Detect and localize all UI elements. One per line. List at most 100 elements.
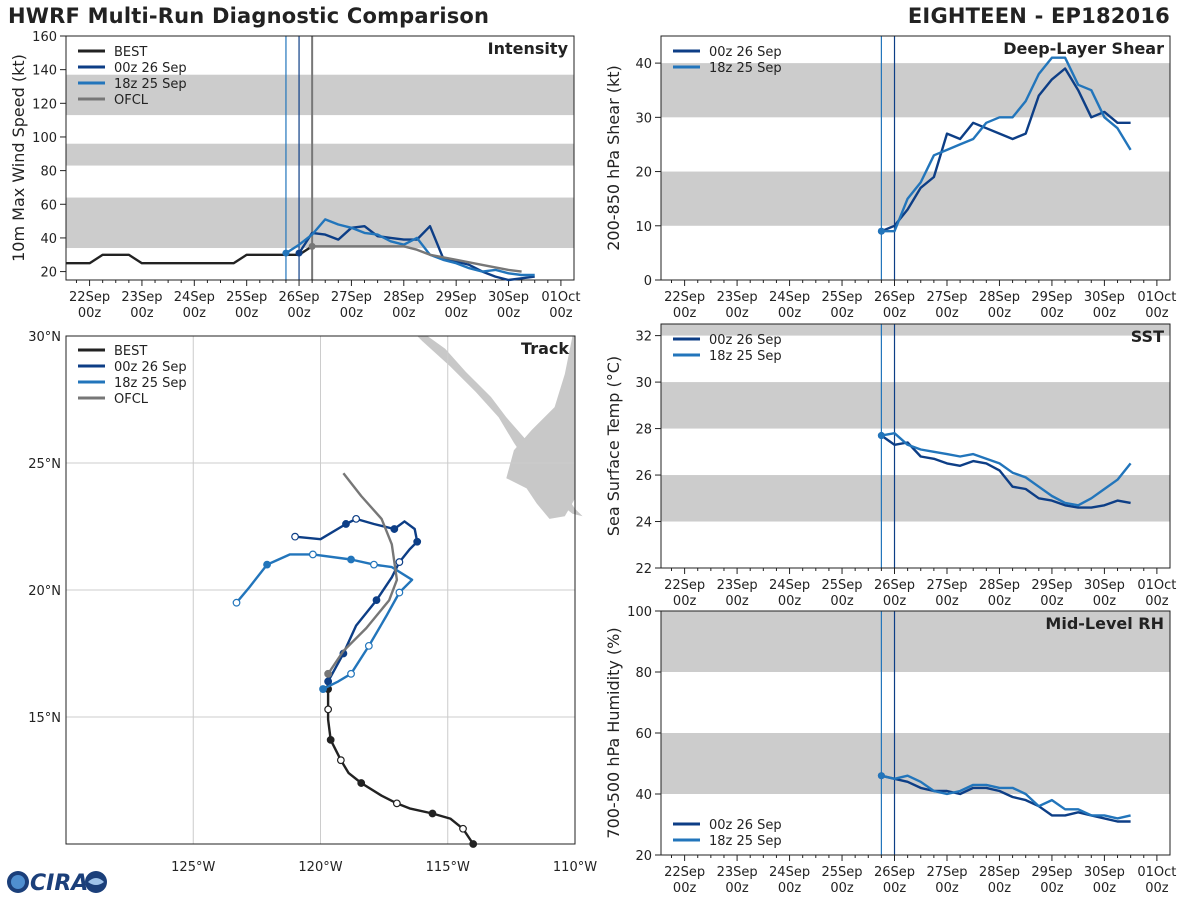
intensity-y-tick-label: 160 — [32, 30, 57, 45]
track-x-tick-label: 110°W — [553, 860, 597, 875]
rh-x-tick-label: 00z — [725, 881, 749, 896]
sst-threshold-band — [661, 475, 1170, 522]
track-legend-label: OFCL — [114, 392, 149, 407]
logo-text: CIRA — [30, 871, 88, 896]
rh-x-tick-label: 00z — [673, 881, 697, 896]
shear-x-tick-label: 30Sep — [1084, 290, 1125, 305]
intensity-x-tick-label: 00z — [549, 306, 573, 321]
rh-y-tick-label: 80 — [635, 666, 652, 681]
shear-x-tick-label: 00z — [725, 306, 749, 321]
shear-x-tick-label: 00z — [935, 306, 959, 321]
rh-series-init-point — [877, 772, 885, 780]
track-point-marker — [324, 705, 333, 714]
shear-y-tick-label: 20 — [635, 166, 652, 181]
sst-legend-label: 00z 26 Sep — [709, 333, 782, 348]
shear-series-init-point — [877, 227, 885, 235]
track-panel-title: Track — [521, 339, 569, 358]
intensity-y-axis-label: 10m Max Wind Speed (kt) — [9, 54, 28, 262]
sst-legend-label: 18z 25 Sep — [709, 349, 782, 364]
intensity-legend-label: BEST — [114, 45, 147, 60]
sst-x-tick-label: 00z — [988, 594, 1012, 609]
sst-series-line — [880, 434, 1131, 509]
track-point-marker — [324, 677, 333, 686]
sst-y-tick-label: 28 — [635, 423, 652, 438]
shear-x-tick-label: 00z — [673, 306, 697, 321]
rh-x-tick-label: 22Sep — [664, 865, 705, 880]
rh-y-tick-label: 100 — [627, 605, 652, 620]
shear-x-tick-label: 00z — [830, 306, 854, 321]
intensity-x-tick-label: 24Sep — [174, 290, 215, 305]
track-series-line — [294, 517, 419, 682]
shear-x-tick-label: 00z — [1040, 306, 1064, 321]
rh-x-tick-label: 00z — [1093, 881, 1117, 896]
track-frame — [65, 335, 576, 845]
shear-panel-title: Deep-Layer Shear — [1003, 39, 1164, 58]
sst-x-tick-label: 00z — [1040, 594, 1064, 609]
track-series-line — [326, 673, 475, 845]
page-title: HWRF Multi-Run Diagnostic Comparison — [8, 4, 490, 28]
track-point-marker — [395, 558, 404, 566]
track-point-marker — [347, 669, 355, 678]
sst-y-tick-label: 32 — [635, 330, 652, 345]
shear-x-tick-label: 28Sep — [979, 290, 1020, 305]
intensity-x-tick-label: 30Sep — [488, 290, 529, 305]
shear-legend-label: 18z 25 Sep — [709, 61, 782, 76]
track-point-marker — [342, 520, 350, 528]
intensity-legend-label: 18z 25 Sep — [114, 77, 187, 92]
shear-series-line — [881, 56, 1132, 233]
shear-series-line — [880, 67, 1131, 233]
intensity-series-line — [312, 245, 522, 273]
intensity-x-tick-label: 26Sep — [279, 290, 320, 305]
shear-threshold-band — [661, 63, 1170, 118]
intensity-threshold-band — [66, 197, 574, 249]
intensity-x-tick-label: 27Sep — [331, 290, 372, 305]
intensity-x-tick-label: 00z — [444, 306, 468, 321]
track-point-marker — [459, 824, 467, 833]
shear-x-tick-label: 29Sep — [1031, 290, 1072, 305]
intensity-y-tick-label: 40 — [40, 232, 57, 247]
rh-y-tick-label: 60 — [635, 727, 652, 742]
track-point-marker — [308, 550, 317, 559]
track-legend-label: BEST — [114, 344, 147, 359]
shear-x-tick-label: 22Sep — [664, 290, 705, 305]
track-point-marker — [395, 588, 404, 597]
rh-x-tick-label: 24Sep — [769, 865, 810, 880]
intensity-frame — [65, 35, 575, 281]
rh-threshold-band — [661, 733, 1170, 794]
rh-x-tick-label: 27Sep — [926, 865, 967, 880]
intensity-panel-title: Intensity — [488, 39, 569, 58]
track-legend-label: 00z 26 Sep — [114, 360, 187, 375]
sst-y-tick-label: 24 — [635, 516, 652, 531]
track-point-marker — [347, 555, 355, 564]
track-point-marker — [232, 598, 241, 607]
sst-frame — [660, 323, 1171, 569]
track-y-tick-label: 30°N — [28, 330, 61, 345]
intensity-series-init-point — [308, 242, 316, 250]
intensity-x-tick-label: 00z — [340, 306, 364, 321]
rh-x-tick-label: 28Sep — [979, 865, 1020, 880]
intensity-series-init-point — [282, 249, 290, 257]
shear-y-axis-label: 200-850 hPa Shear (kt) — [604, 65, 623, 251]
shear-x-tick-label: 27Sep — [926, 290, 967, 305]
track-point-marker — [324, 669, 333, 678]
track-point-marker — [336, 756, 345, 765]
intensity-x-tick-label: 00z — [130, 306, 154, 321]
sst-y-axis-label: Sea Surface Temp (°C) — [604, 356, 623, 536]
sst-threshold-band — [661, 324, 1170, 336]
sst-x-tick-label: 00z — [830, 594, 854, 609]
sst-x-tick-label: 00z — [778, 594, 802, 609]
track-series-line — [235, 553, 414, 691]
intensity-legend-label: OFCL — [114, 93, 149, 108]
intensity-x-tick-label: 25Sep — [226, 290, 267, 305]
track-point-marker — [319, 685, 327, 693]
rh-x-tick-label: 29Sep — [1031, 865, 1072, 880]
sst-y-tick-label: 26 — [635, 469, 652, 484]
intensity-x-tick-label: 23Sep — [121, 290, 162, 305]
sst-y-tick-label: 22 — [635, 562, 652, 577]
intensity-x-tick-label: 00z — [78, 306, 102, 321]
intensity-y-tick-label: 120 — [32, 97, 57, 112]
shear-y-tick-label: 30 — [635, 111, 652, 126]
sst-x-tick-label: 01Oct — [1137, 578, 1176, 593]
track-point-marker — [392, 799, 401, 808]
shear-x-tick-label: 01Oct — [1137, 290, 1176, 305]
